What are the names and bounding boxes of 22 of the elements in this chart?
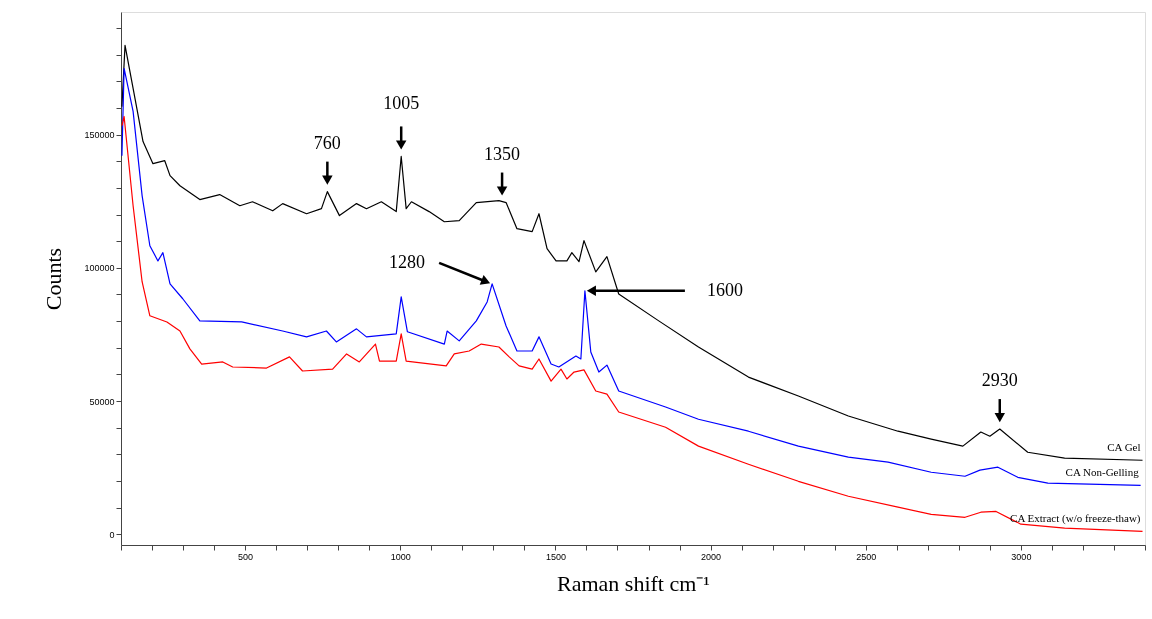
y-axis-title: Counts [41,247,67,311]
x-axis-title: Raman shift cm⁻¹ [557,570,710,596]
x-tick-label: 2500 [856,551,877,562]
annotation: 2930 [981,370,1018,391]
x-tick-label: 3000 [1011,551,1032,562]
series-label: CA Gel [1107,441,1141,454]
annotation: 1350 [484,143,521,164]
annotation: 760 [313,132,341,153]
annotation: 1280 [389,251,426,272]
series-label: CA Extract (w/o freeze-thaw) [1010,512,1141,526]
line-series [121,115,1144,533]
annotation: 1005 [383,93,420,114]
x-tick-label: 2000 [701,551,722,562]
y-tick-label: 50000 [89,396,115,407]
x-tick-label: 1000 [390,551,411,562]
y-tick-label: 100000 [84,263,115,274]
series-label: CA Non-Gelling [1065,466,1140,479]
annotation: 1600 [706,279,743,300]
y-tick-label: 0 [109,529,115,540]
x-tick-label: 500 [238,551,254,562]
y-tick-label: 150000 [84,130,115,141]
x-tick-label: 1500 [545,551,566,562]
